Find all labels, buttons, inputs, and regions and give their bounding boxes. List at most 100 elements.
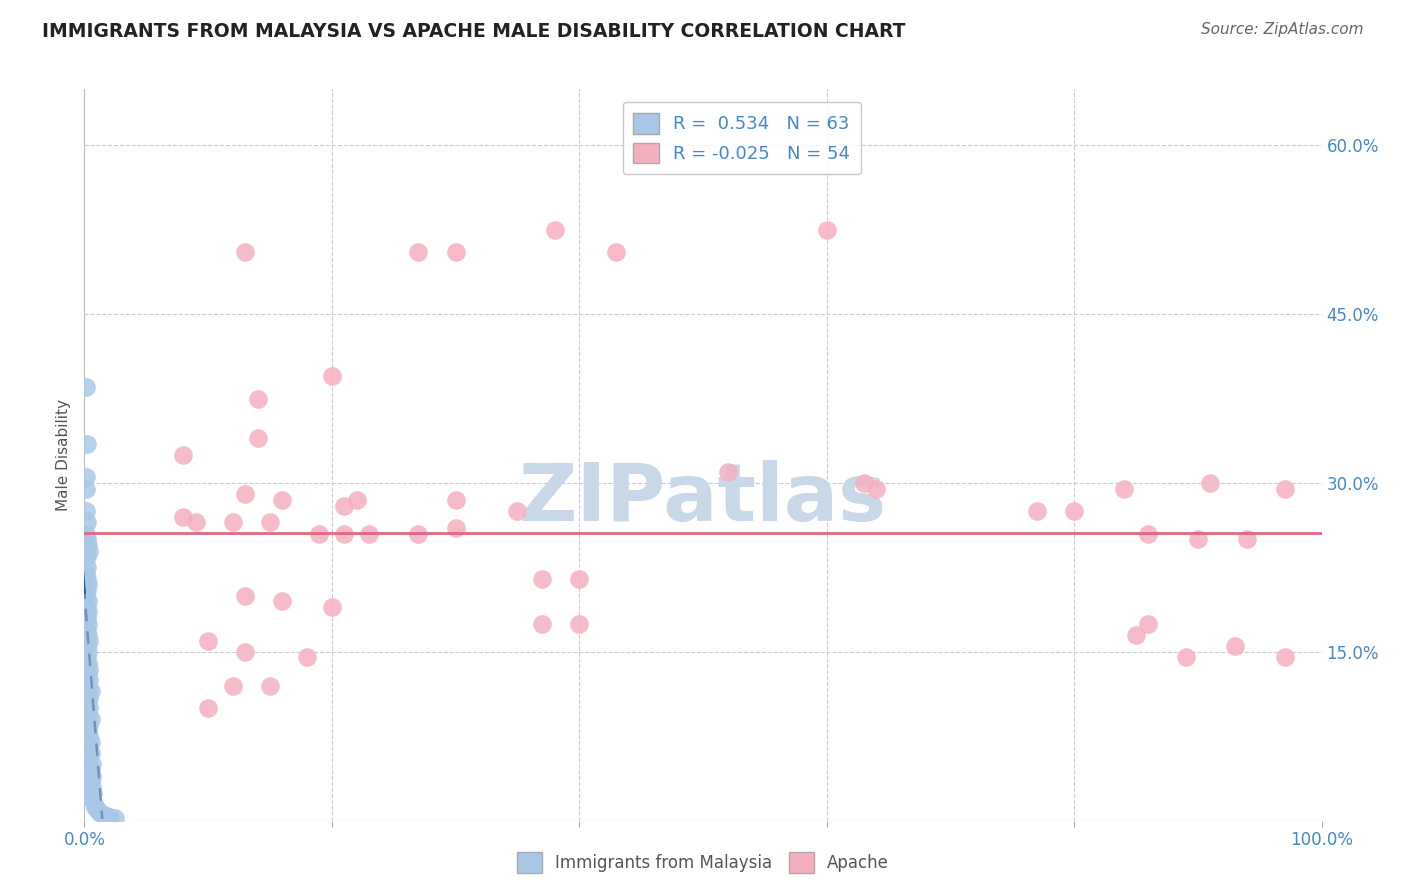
Point [86, 802, 108, 816]
Point [76, 436, 98, 450]
Point [233, 245, 256, 260]
Point [93, 808, 115, 822]
Point [90, 806, 112, 821]
Point [75, 589, 97, 603]
Point [79, 673, 101, 687]
Point [79, 774, 101, 789]
Point [75, 482, 97, 496]
Point [852, 476, 875, 491]
Point [79, 633, 101, 648]
Point [308, 526, 330, 541]
Point [233, 645, 256, 659]
Point [75, 526, 97, 541]
Point [233, 589, 256, 603]
Point [246, 431, 269, 445]
Point [333, 499, 356, 513]
Point [84, 800, 107, 814]
Point [321, 599, 343, 614]
Text: Source: ZipAtlas.com: Source: ZipAtlas.com [1201, 22, 1364, 37]
Point [77, 679, 100, 693]
Point [1125, 628, 1147, 642]
Point [75, 504, 97, 518]
Point [531, 572, 554, 586]
Point [815, 223, 838, 237]
Point [1199, 476, 1222, 491]
Point [444, 521, 467, 535]
Point [222, 516, 245, 530]
Point [77, 667, 100, 681]
Point [77, 628, 100, 642]
Point [76, 549, 98, 564]
Point [295, 650, 318, 665]
Point [77, 723, 100, 738]
Point [321, 369, 343, 384]
Point [246, 392, 269, 406]
Point [76, 572, 98, 586]
Point [75, 470, 97, 484]
Point [98, 810, 121, 824]
Point [568, 616, 591, 631]
Point [172, 509, 194, 524]
Point [75, 566, 97, 580]
Point [1223, 639, 1246, 653]
Point [75, 543, 97, 558]
Point [271, 492, 294, 507]
Point [222, 679, 245, 693]
Point [76, 650, 98, 665]
Point [79, 712, 101, 726]
Point [79, 746, 101, 760]
Point [80, 757, 103, 772]
Point [197, 633, 219, 648]
Point [605, 245, 627, 260]
Point [76, 639, 98, 653]
Point [76, 533, 98, 547]
Point [79, 684, 101, 698]
Point [271, 594, 294, 608]
Point [1236, 533, 1258, 547]
Point [1063, 504, 1085, 518]
Point [1187, 533, 1209, 547]
Point [77, 594, 100, 608]
Point [333, 526, 356, 541]
Point [80, 769, 103, 783]
Point [865, 482, 887, 496]
Text: ZIPatlas: ZIPatlas [519, 459, 887, 538]
Point [77, 577, 100, 591]
Point [346, 492, 368, 507]
Legend: Immigrants from Malaysia, Apache: Immigrants from Malaysia, Apache [510, 846, 896, 880]
Text: IMMIGRANTS FROM MALAYSIA VS APACHE MALE DISABILITY CORRELATION CHART: IMMIGRANTS FROM MALAYSIA VS APACHE MALE … [42, 22, 905, 41]
Point [96, 809, 118, 823]
Point [76, 599, 98, 614]
Point [77, 696, 100, 710]
Point [79, 735, 101, 749]
Point [79, 543, 101, 558]
Point [79, 662, 101, 676]
Point [1112, 482, 1135, 496]
Point [717, 465, 740, 479]
Point [408, 526, 430, 541]
Point [77, 656, 100, 670]
Point [79, 740, 101, 755]
Point [444, 492, 467, 507]
Point [531, 616, 554, 631]
Point [1137, 616, 1160, 631]
Point [184, 516, 207, 530]
Point [80, 791, 103, 805]
Point [408, 245, 430, 260]
Point [444, 245, 467, 260]
Point [80, 780, 103, 794]
Point [197, 701, 219, 715]
Point [79, 763, 101, 777]
Point [75, 380, 97, 394]
Point [76, 611, 98, 625]
Point [77, 538, 100, 552]
Point [1137, 526, 1160, 541]
Point [82, 785, 104, 799]
Point [79, 690, 101, 704]
Point [77, 616, 100, 631]
Point [568, 572, 591, 586]
Point [79, 752, 101, 766]
Point [76, 516, 98, 530]
Point [83, 797, 105, 811]
Point [1274, 650, 1296, 665]
